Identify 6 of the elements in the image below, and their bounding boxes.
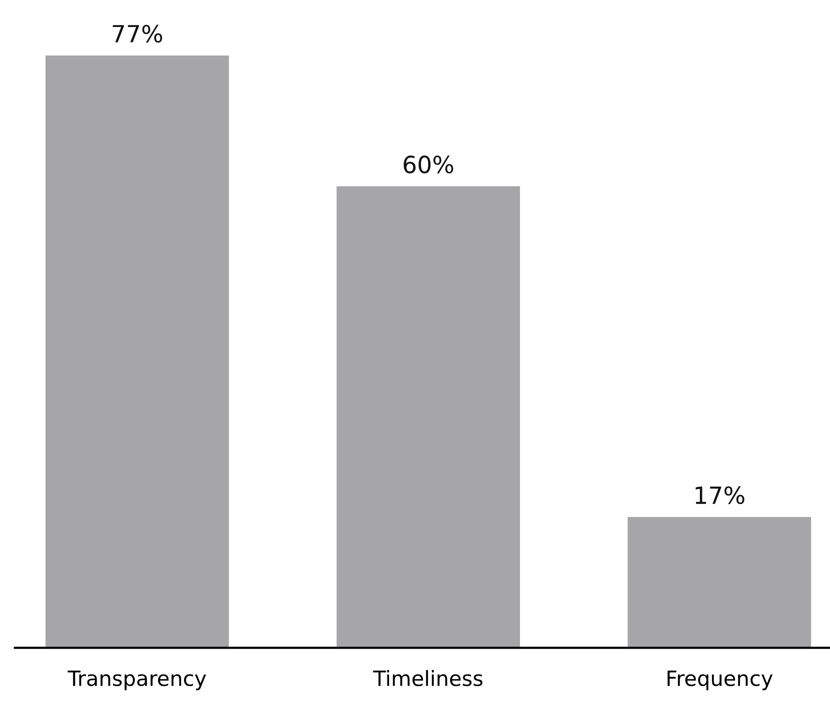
data-label: 17% bbox=[696, 486, 744, 504]
x-tick-label: Transparency bbox=[68, 670, 206, 690]
data-label: 60% bbox=[404, 156, 454, 174]
data-label: 77% bbox=[112, 24, 162, 43]
x-tick-label: Timeliness bbox=[373, 670, 482, 686]
x-tick-label: Frequency bbox=[668, 670, 773, 690]
